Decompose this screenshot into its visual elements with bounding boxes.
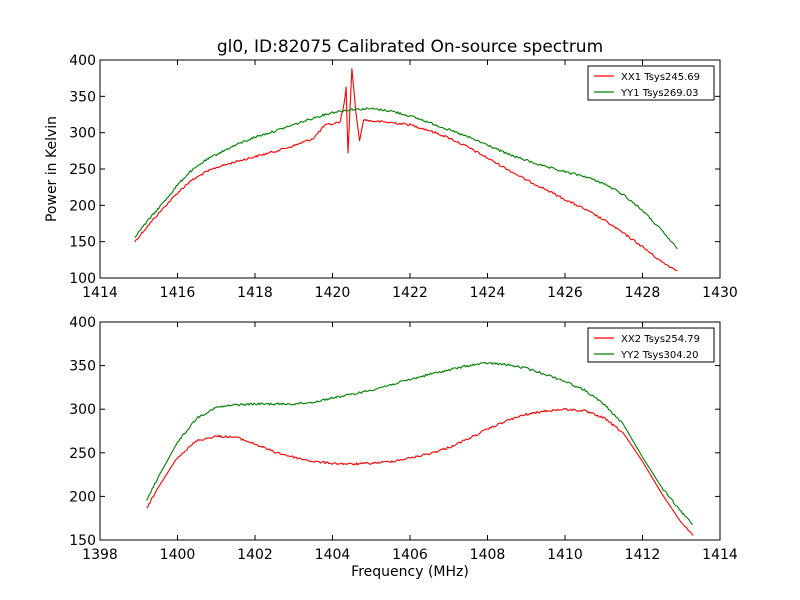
top-x-tick-label: 1420 [315,285,351,301]
bottom-legend-label-1: XX2 Tsys254.79 [621,334,700,345]
bottom-x-tick-label: 1414 [702,547,738,563]
top-y-tick-label: 300 [69,126,96,142]
bottom-series-2-line [146,361,694,525]
top-series-group [134,68,678,272]
top-y-tick-label: 400 [69,53,96,69]
top-x-tick-label: 1424 [470,285,506,301]
bottom-x-tick-label: 1402 [237,547,273,563]
top-series-1-line [134,68,678,272]
top-legend-label-2: YY1 Tsys269.03 [620,88,699,99]
top-y-tick-label: 150 [69,235,96,251]
bottom-y-tick-label: 250 [69,446,96,462]
bottom-x-tick-label: 1400 [160,547,196,563]
bottom-legend: XX2 Tsys254.79 YY2 Tsys304.20 [587,327,715,363]
bottom-legend-label-2: YY2 Tsys304.20 [620,350,699,361]
top-x-tick-label: 1414 [82,285,118,301]
top-x-tick-label: 1426 [547,285,583,301]
figure-title: gl0, ID:82075 Calibrated On-source spect… [217,37,603,57]
top-series-2-line [134,107,678,250]
top-x-tick-label: 1422 [392,285,428,301]
top-x-tick-label: 1430 [702,285,738,301]
top-y-tick-label: 350 [69,89,96,105]
bottom-x-tick-label: 1408 [470,547,506,563]
bottom-y-tick-label: 400 [69,315,96,331]
bottom-y-tick-label: 150 [69,533,96,549]
top-legend-box [587,65,715,101]
bottom-panel: 1398 1400 1402 1404 1406 1408 1410 1412 1414 150 2… [69,315,738,563]
bottom-x-tick-label: 1398 [82,547,118,563]
bottom-x-tick-label: 1404 [315,547,351,563]
top-ticks: 1414 1416 1418 1420 1422 1424 1426 1428 1430 100 1… [69,53,738,301]
top-x-tick-label: 1428 [625,285,661,301]
bottom-x-tick-label: 1406 [392,547,428,563]
bottom-y-tick-label: 300 [69,402,96,418]
top-y-tick-label: 100 [69,271,96,287]
top-x-tick-label: 1416 [160,285,196,301]
y-axis-label: Power in Kelvin [44,116,60,222]
top-legend-label-1: XX1 Tsys245.69 [621,72,700,83]
top-y-tick-label: 250 [69,162,96,178]
bottom-series-1-line [146,407,694,536]
top-legend: XX1 Tsys245.69 YY1 Tsys269.03 [587,65,715,101]
top-y-tick-label: 200 [69,198,96,214]
bottom-ticks: 1398 1400 1402 1404 1406 1408 1410 1412 1414 150 2… [69,315,738,563]
bottom-series-group [146,361,694,536]
bottom-x-tick-label: 1412 [625,547,661,563]
bottom-x-tick-label: 1410 [547,547,583,563]
top-x-tick-label: 1418 [237,285,273,301]
bottom-legend-box [587,327,715,363]
x-axis-label: Frequency (MHz) [351,564,469,580]
bottom-y-tick-label: 200 [69,489,96,505]
top-panel: 1414 1416 1418 1420 1422 1424 1426 1428 1430 100 1… [69,53,738,301]
bottom-y-tick-label: 350 [69,359,96,375]
